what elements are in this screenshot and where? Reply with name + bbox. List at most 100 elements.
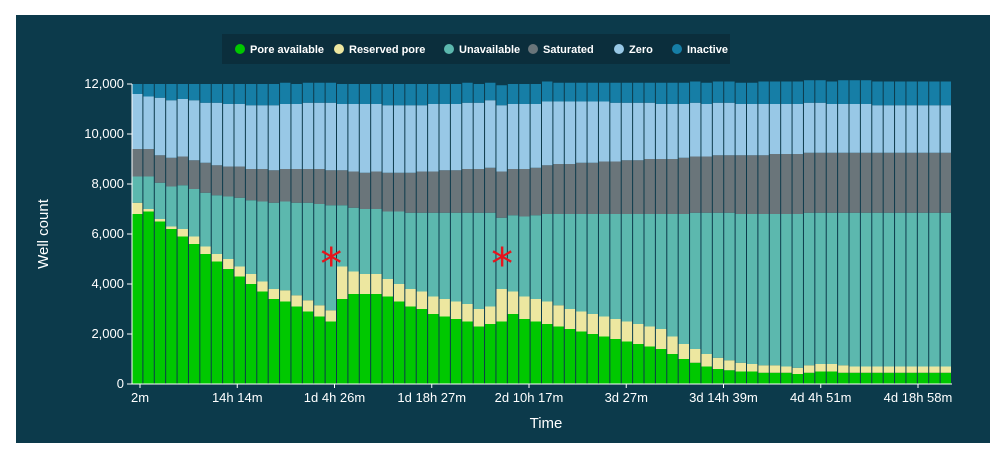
bar-segment-zero [803, 102, 815, 153]
bar-segment-inactive [792, 81, 803, 104]
bar-segment-reserved-pore [223, 259, 234, 269]
bar-segment-saturated [234, 166, 245, 198]
bar-segment-inactive [348, 84, 359, 104]
bar-segment-unavailable [530, 215, 541, 299]
bar-segment-pore-available [792, 374, 803, 384]
legend-label: Zero [629, 44, 653, 56]
bar-segment-pore-available [132, 214, 143, 384]
bar-segment-inactive [598, 82, 610, 102]
bar-segment-saturated [393, 172, 405, 212]
bar-segment-pore-available [234, 276, 245, 384]
bar-segment-reserved-pore [473, 309, 485, 327]
bar-segment-reserved-pore [439, 299, 450, 317]
bar-segment-pore-available [405, 306, 416, 384]
bar-segment-zero [906, 105, 917, 153]
bar-segment-inactive [200, 84, 211, 103]
bar-segment-unavailable [895, 212, 906, 367]
bar-segment-unavailable [747, 214, 758, 364]
bar-segment-zero [450, 104, 462, 171]
bar-segment-pore-available [883, 372, 895, 384]
x-tick-label: 2d 10h 17m [495, 390, 564, 405]
bar-segment-inactive [371, 84, 382, 104]
bar-segment-reserved-pore [393, 284, 405, 302]
bar-segment-reserved-pore [234, 266, 245, 277]
legend-swatch [444, 44, 454, 54]
bar-segment-pore-available [940, 372, 951, 384]
x-axis-title: Time [530, 415, 563, 432]
bar-segment-pore-available [747, 371, 758, 384]
bar-segment-inactive [587, 82, 598, 102]
bar-segment-pore-available [371, 294, 382, 384]
bar-segment-inactive [211, 84, 223, 103]
bar-segment-saturated [872, 152, 883, 213]
bar-segment-saturated [587, 162, 598, 214]
bar-segment-inactive [473, 84, 485, 103]
bar-segment-unavailable [371, 209, 382, 274]
bar-segment-zero [883, 105, 895, 153]
bar-segment-zero [496, 105, 507, 172]
bar-segment-pore-available [906, 372, 917, 384]
bar-segment-pore-available [701, 366, 712, 384]
bar-segment-zero [564, 101, 576, 164]
bar-segment-saturated [428, 171, 439, 213]
bar-segment-zero [405, 105, 416, 173]
bar-segment-zero [838, 104, 849, 153]
bar-segment-inactive [359, 84, 371, 104]
y-tick-label: 12,000 [84, 76, 124, 91]
bar-segment-unavailable [257, 201, 268, 282]
bar-segment-zero [872, 105, 883, 153]
legend-label: Unavailable [459, 44, 520, 56]
legend-box [222, 34, 730, 64]
bar-segment-zero [701, 104, 712, 157]
bar-segment-reserved-pore [257, 281, 268, 292]
bar-segment-reserved-pore [428, 296, 439, 314]
bar-segment-zero [929, 105, 940, 153]
bar-segment-reserved-pore [633, 324, 644, 344]
bar-segment-zero [223, 104, 234, 167]
bar-segment-inactive [883, 81, 895, 106]
bar-segment-saturated [530, 167, 541, 216]
bar-segment-reserved-pore [280, 290, 291, 302]
bar-segment-inactive [940, 81, 951, 106]
bar-segment-zero [462, 102, 473, 169]
annotation-star: * [320, 239, 342, 290]
bar-segment-inactive [803, 80, 815, 103]
bar-segment-saturated [860, 152, 872, 213]
bar-segment-pore-available [895, 372, 906, 384]
bar-segment-saturated [633, 160, 644, 214]
bar-segment-unavailable [553, 214, 564, 306]
bar-segment-unavailable [132, 176, 143, 203]
bar-segment-pore-available [872, 372, 883, 384]
bar-segment-inactive [872, 81, 883, 106]
bar-segment-saturated [883, 152, 895, 213]
bar-segment-inactive [314, 82, 325, 103]
bar-segment-inactive [166, 84, 177, 101]
bar-segment-pore-available [382, 296, 393, 384]
bar-segment-saturated [132, 149, 143, 177]
bar-segment-reserved-pore [268, 289, 280, 299]
bar-segment-inactive [701, 82, 712, 104]
bar-segment-saturated [701, 156, 712, 213]
bar-segment-saturated [154, 155, 166, 183]
bar-segment-zero [621, 102, 633, 161]
bar-segment-zero [815, 102, 826, 153]
bar-segment-reserved-pore [200, 246, 211, 254]
bar-segment-reserved-pore [917, 366, 929, 373]
bar-segment-reserved-pore [553, 305, 564, 327]
bar-segment-inactive [917, 81, 929, 106]
bar-segment-inactive [724, 81, 735, 103]
bar-segment-pore-available [553, 326, 564, 384]
bar-segment-pore-available [211, 261, 223, 384]
legend-label: Saturated [543, 44, 594, 56]
bar-segment-reserved-pore [519, 296, 530, 319]
bar-segment-inactive [291, 84, 302, 104]
x-tick-label: 2m [131, 390, 149, 405]
bar-segment-reserved-pore [883, 366, 895, 373]
bar-segment-saturated [929, 152, 940, 213]
bar-segment-saturated [564, 164, 576, 214]
bar-segment-unavailable [416, 212, 428, 292]
y-tick-label: 0 [117, 376, 124, 391]
bar-segment-reserved-pore [929, 366, 940, 373]
bar-segment-reserved-pore [644, 326, 655, 347]
bar-segment-unavailable [450, 212, 462, 302]
